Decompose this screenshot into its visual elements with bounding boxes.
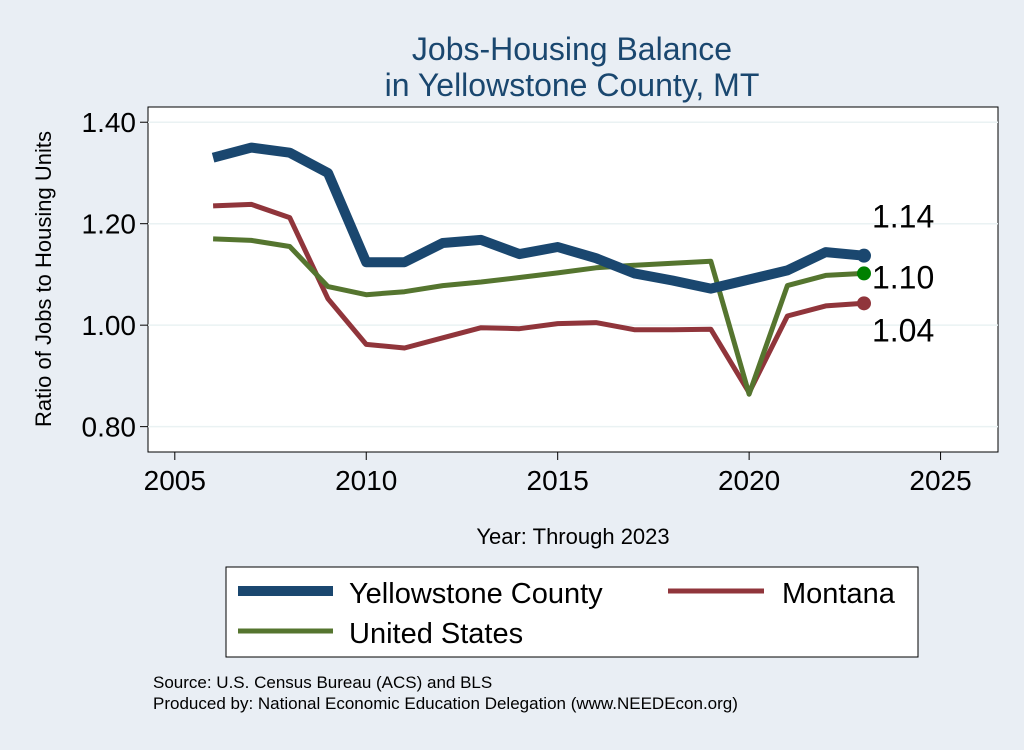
legend-label-united-states: United States xyxy=(349,618,523,650)
series-line-united-states xyxy=(213,236,865,397)
chart-title-line-1: Jobs-Housing Balance xyxy=(412,31,732,67)
y-tick-label: 0.80 xyxy=(82,412,137,443)
x-axis-title: Year: Through 2023 xyxy=(476,524,669,549)
y-tick-label: 1.00 xyxy=(82,310,137,341)
plot-area xyxy=(147,106,999,453)
end-marker-montana xyxy=(856,296,871,311)
legend-label-montana: Montana xyxy=(782,578,896,610)
legend-box xyxy=(225,566,919,658)
x-tick-label: 2005 xyxy=(144,465,206,496)
y-tick-label: 1.20 xyxy=(82,209,137,240)
x-tick-label: 2015 xyxy=(527,465,589,496)
x-tick-label: 2020 xyxy=(718,465,780,496)
legend: Yellowstone County Montana United States xyxy=(225,566,919,658)
end-label-united-states: 1.10 xyxy=(872,259,934,295)
x-axis: 2005 2010 2015 2020 2025 xyxy=(144,452,972,496)
end-label-yellowstone-county: 1.14 xyxy=(872,199,934,235)
y-axis: 0.80 1.00 1.20 1.40 xyxy=(82,107,148,443)
producer-note: Produced by: National Economic Education… xyxy=(153,694,738,713)
end-marker-yellowstone-county xyxy=(856,248,871,263)
chart-title-line-2: in Yellowstone County, MT xyxy=(385,67,760,103)
source-note: Source: U.S. Census Bureau (ACS) and BLS xyxy=(153,673,492,692)
end-marker-united-states xyxy=(856,266,871,281)
y-axis-title: Ratio of Jobs to Housing Units xyxy=(31,131,56,427)
series-line-yellowstone-county xyxy=(211,142,865,294)
x-tick-label: 2025 xyxy=(909,465,971,496)
legend-label-yellowstone: Yellowstone County xyxy=(349,578,603,610)
gridlines xyxy=(148,121,998,428)
end-label-montana: 1.04 xyxy=(872,312,934,348)
y-tick-label: 1.40 xyxy=(82,107,137,138)
series-layer: 1.14 1.04 1.10 xyxy=(211,142,934,397)
x-tick-label: 2010 xyxy=(335,465,397,496)
